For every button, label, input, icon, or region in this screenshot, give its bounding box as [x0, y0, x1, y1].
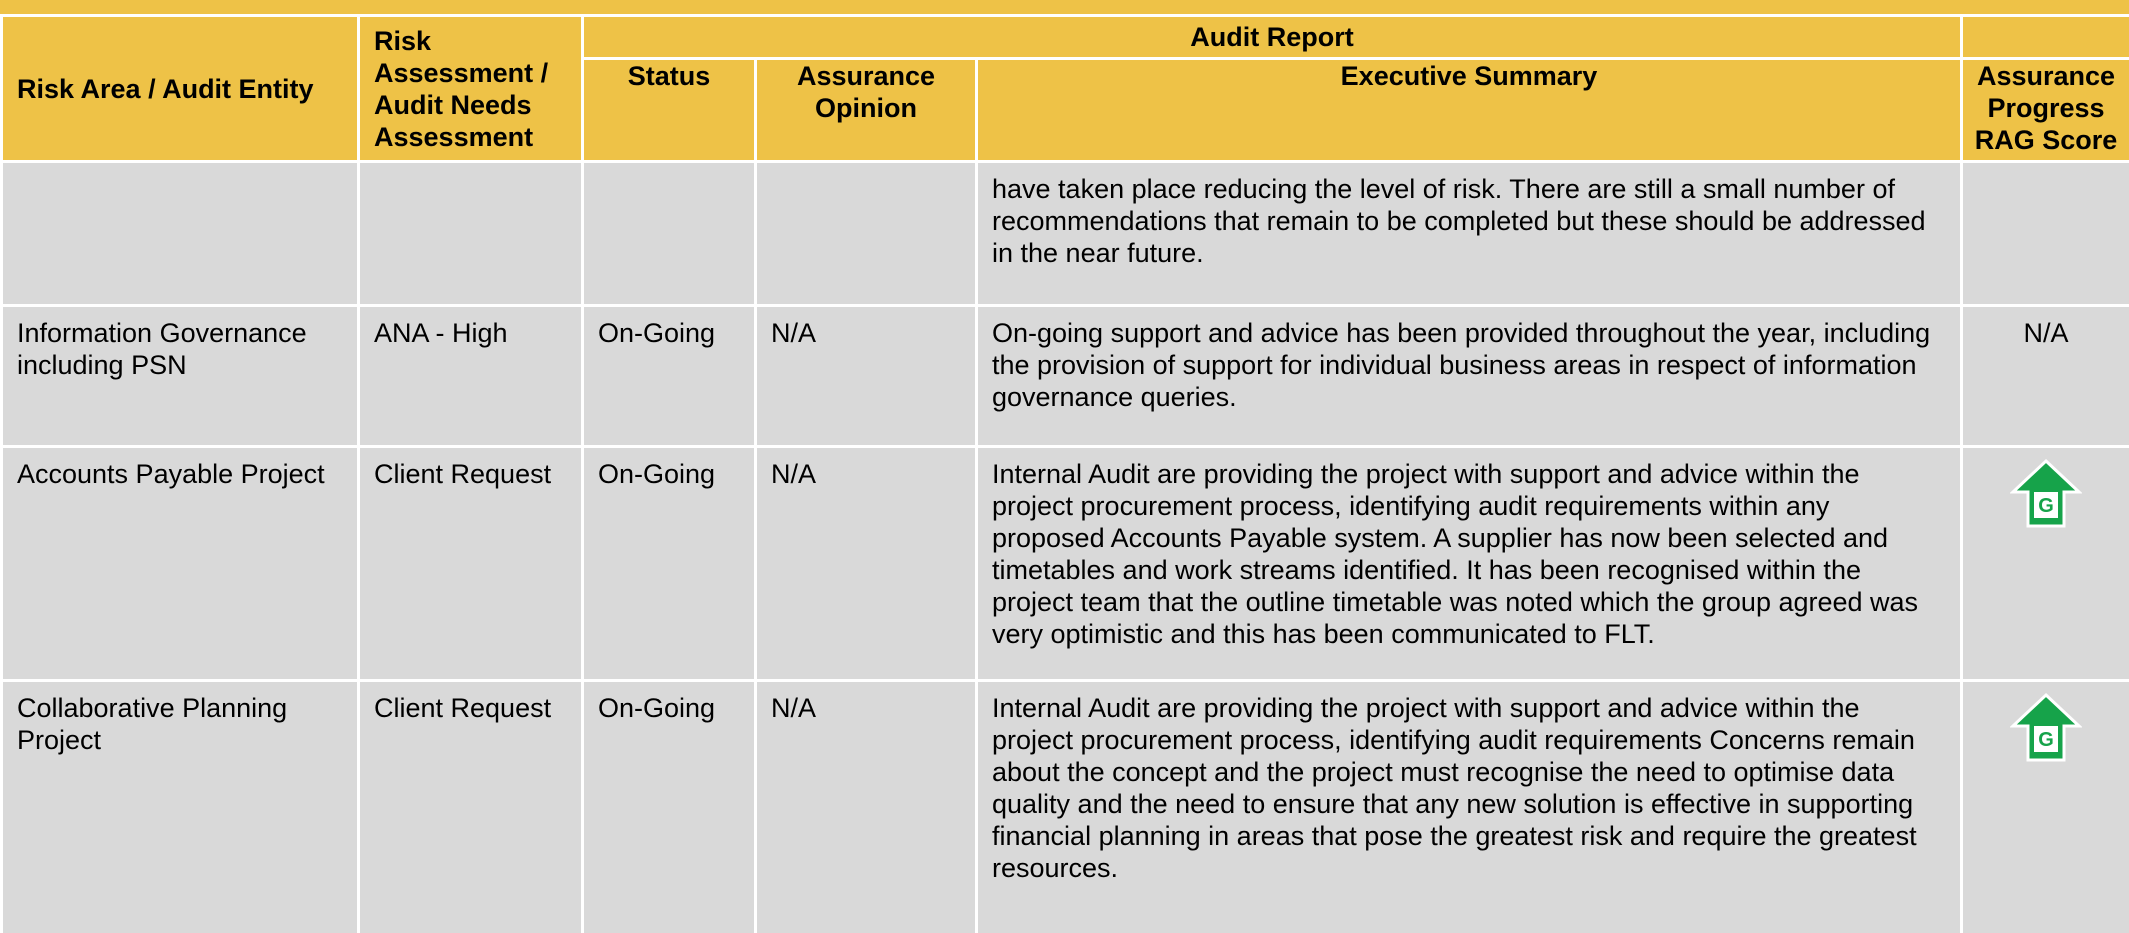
- table-row: have taken place reducing the level of r…: [0, 160, 2129, 307]
- cell-assessment: [357, 160, 584, 307]
- cell-opinion: N/A: [754, 679, 978, 933]
- cell-summary: have taken place reducing the level of r…: [975, 160, 1963, 307]
- rag-badge: G: [2010, 692, 2082, 762]
- title-strip: [0, 0, 2129, 14]
- audit-table: Risk Area / Audit Entity Risk Assessment…: [0, 14, 2129, 933]
- rag-letter: G: [2038, 495, 2054, 517]
- cell-assessment: Client Request: [357, 445, 584, 682]
- cell-entity: Information Governance including PSN: [0, 304, 360, 448]
- rag-badge: G: [2010, 458, 2082, 528]
- cell-opinion: N/A: [754, 445, 978, 682]
- rag-cell: G: [1960, 679, 2129, 933]
- cell-opinion: [754, 160, 978, 307]
- cell-assessment: Client Request: [357, 679, 584, 933]
- table-row: Collaborative Planning Project Client Req…: [0, 679, 2129, 933]
- badge-box: [2034, 492, 2058, 518]
- rag-cell: [1960, 160, 2129, 307]
- column-header: Executive Summary: [975, 57, 1963, 163]
- cell-summary: Internal Audit are providing the project…: [975, 679, 1963, 933]
- header-cell: [1960, 14, 2129, 60]
- column-header: Risk Assessment / Audit Needs Assessment: [357, 14, 584, 163]
- cell-entity: Accounts Payable Project: [0, 445, 360, 682]
- cell-assessment: ANA - High: [357, 304, 584, 448]
- cell-status: [581, 160, 757, 307]
- rag-cell: N/A: [1960, 304, 2129, 448]
- cell-status: On-Going: [581, 445, 757, 682]
- cell-summary: Internal Audit are providing the project…: [975, 445, 1963, 682]
- cell-opinion: N/A: [754, 304, 978, 448]
- column-header: Status: [581, 57, 757, 163]
- rag-letter: G: [2038, 729, 2054, 751]
- table-row: Accounts Payable Project Client Request On…: [0, 445, 2129, 682]
- column-header: Risk Area / Audit Entity: [0, 14, 360, 163]
- cell-summary: On-going support and advice has been pro…: [975, 304, 1963, 448]
- column-header: Assurance Progress RAG Score: [1960, 57, 2129, 163]
- badge-box: [2034, 726, 2058, 752]
- rag-text: N/A: [2023, 318, 2069, 348]
- rag-cell: G: [1960, 445, 2129, 682]
- cell-entity: Collaborative Planning Project: [0, 679, 360, 933]
- cell-entity: [0, 160, 360, 307]
- cell-status: On-Going: [581, 679, 757, 933]
- group-header: Audit Report: [581, 14, 1963, 60]
- column-header: Assurance Opinion: [754, 57, 978, 163]
- table-row: Information Governance including PSN ANA …: [0, 304, 2129, 448]
- cell-status: On-Going: [581, 304, 757, 448]
